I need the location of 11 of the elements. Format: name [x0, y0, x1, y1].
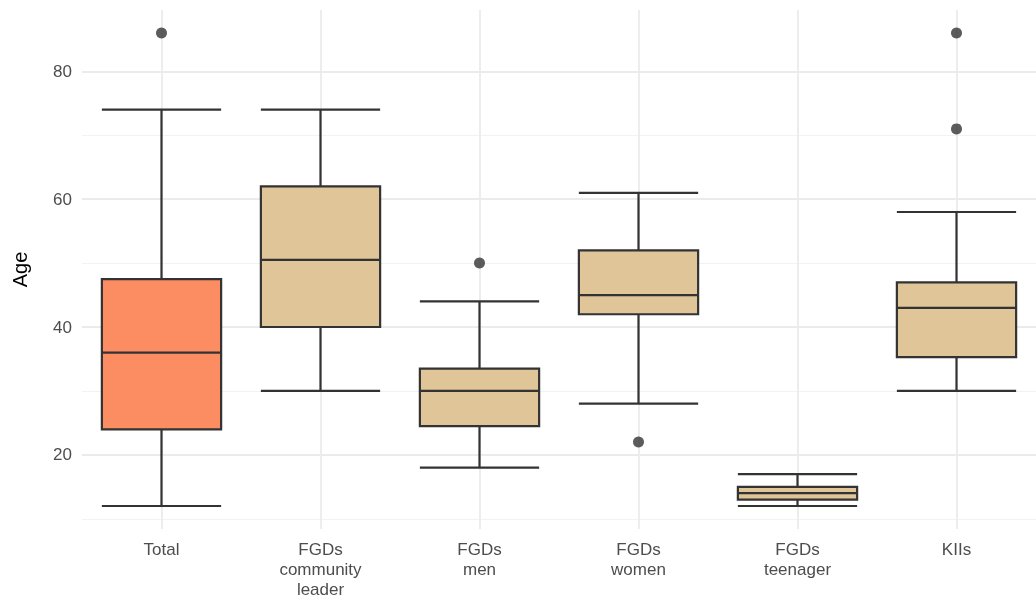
x-tick-label: FGDs community leader — [279, 539, 363, 599]
x-tick-label: FGDs teenager — [763, 539, 832, 579]
y-tick-label: 80 — [53, 61, 72, 81]
y-axis-title: Age — [9, 251, 31, 288]
x-tick-label: FGDs men — [457, 539, 502, 579]
x-tick-label: KIIs — [941, 539, 972, 559]
x-tick-label: Total — [143, 539, 180, 559]
y-tick-label: 60 — [53, 189, 72, 209]
x-tick-label: FGDs women — [610, 539, 666, 579]
y-tick-label: 20 — [53, 445, 72, 465]
y-tick-label: 40 — [53, 317, 72, 337]
